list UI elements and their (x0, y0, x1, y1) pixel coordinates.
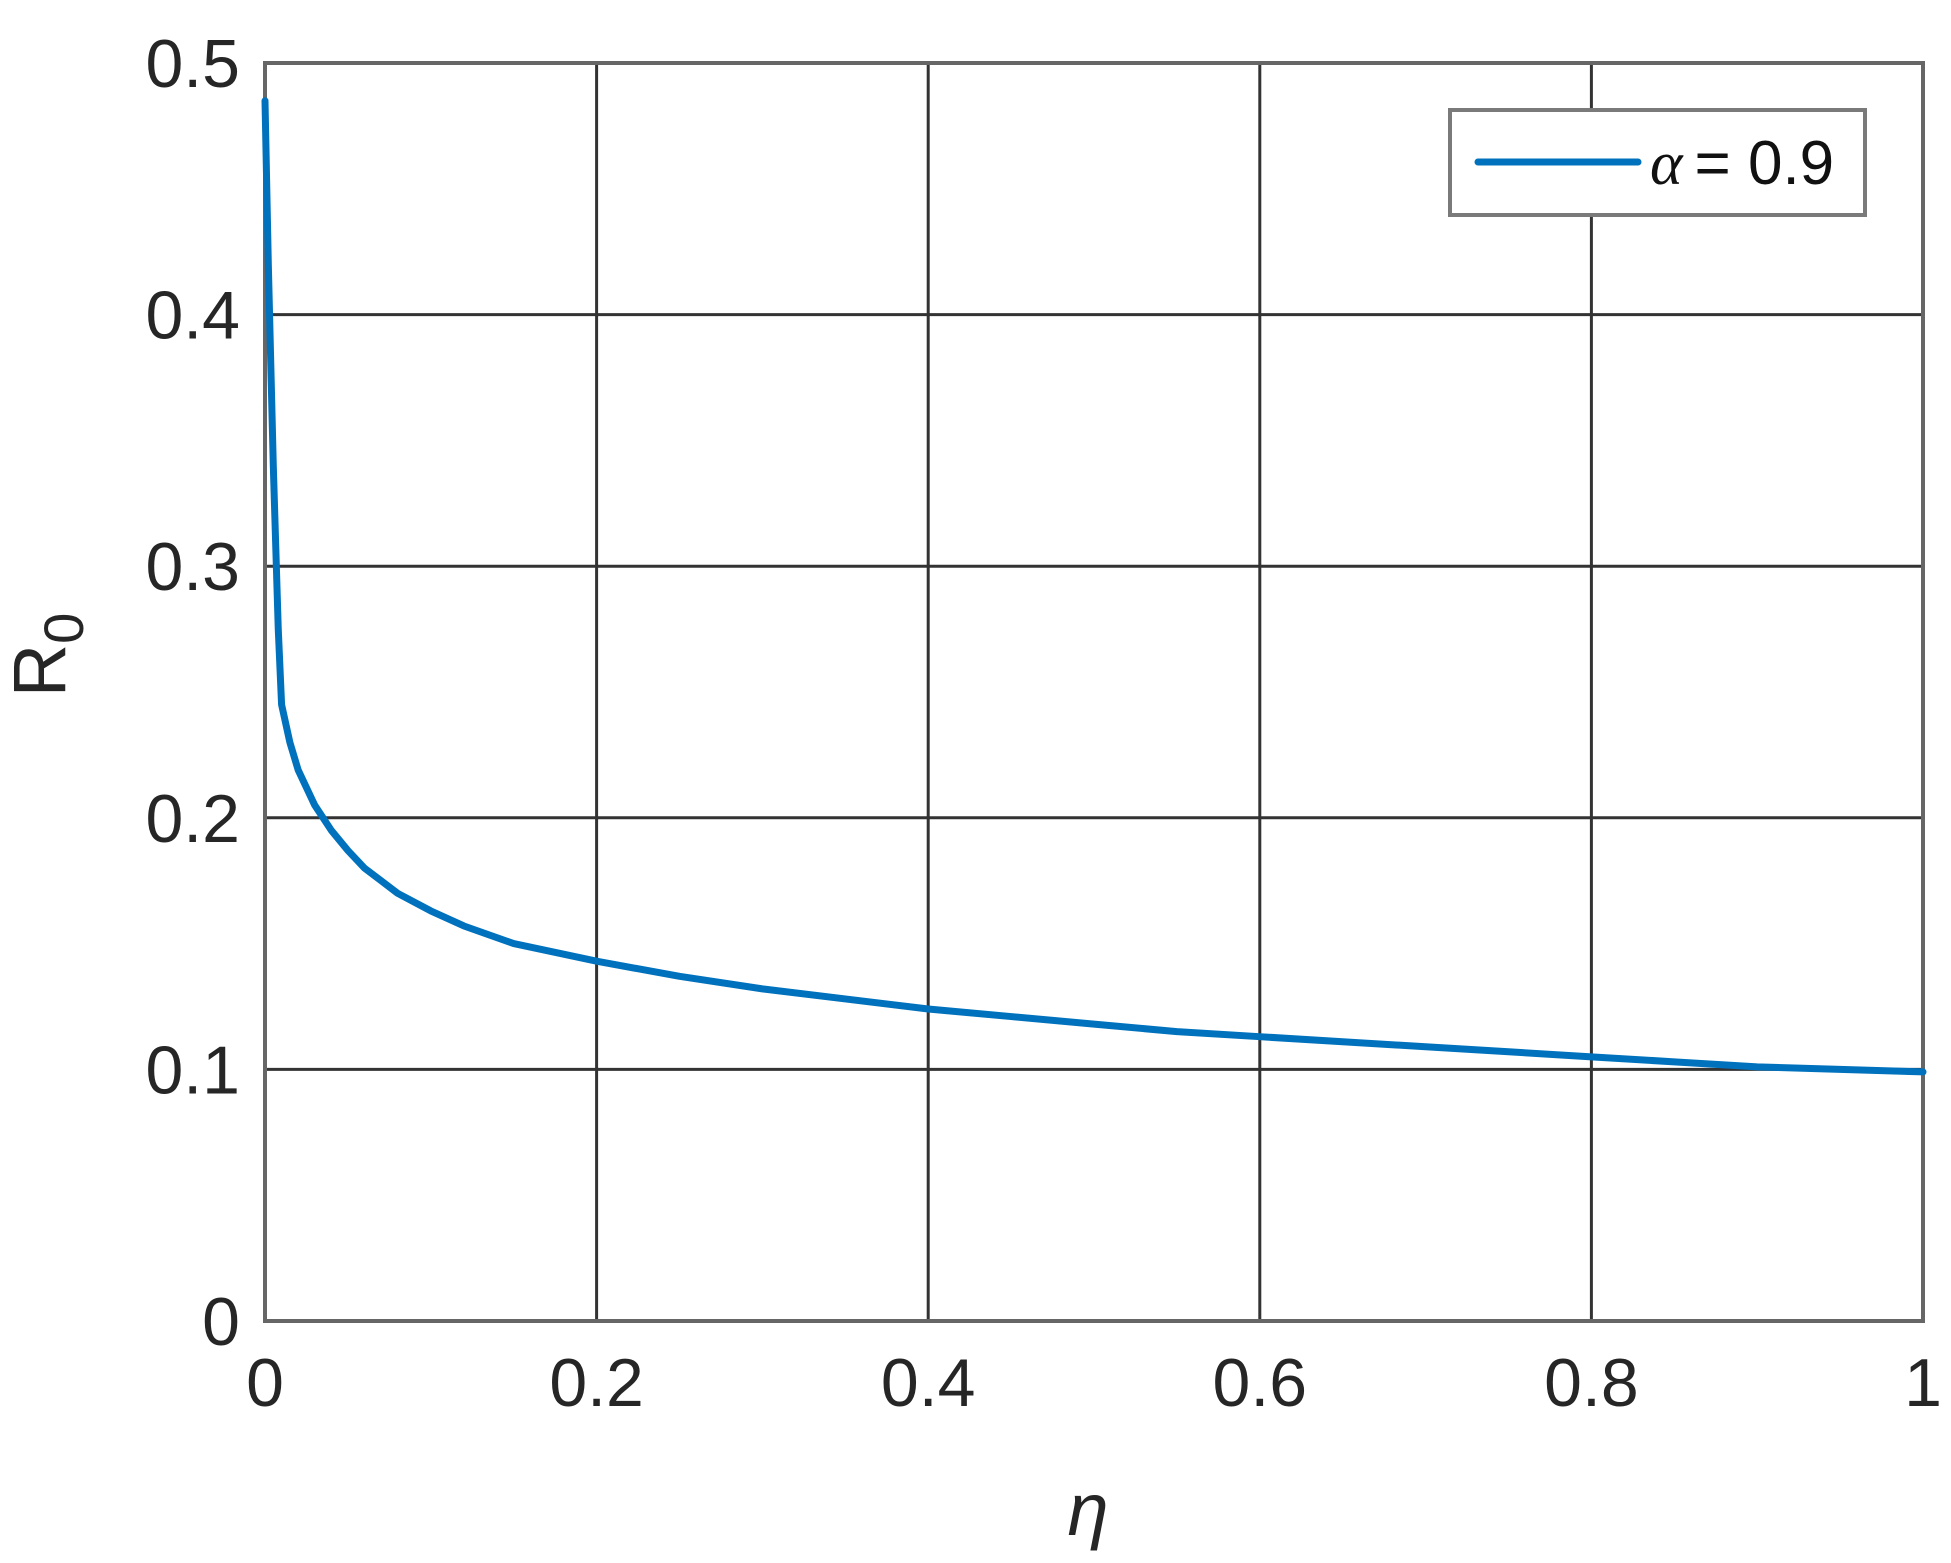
y-tick-label: 0.3 (145, 529, 240, 605)
y-axis-label-subscript: 0 (32, 613, 95, 644)
y-tick-label: 0.5 (145, 26, 240, 102)
series-line (261, 97, 1927, 1076)
legend-alpha-symbol: α (1650, 130, 1684, 198)
y-axis-label-main: R (0, 644, 81, 697)
series-layer (261, 97, 1927, 1076)
axes (263, 61, 1925, 1323)
plot-frame (263, 61, 1925, 1323)
legend-series-value: = 0.9 (1695, 129, 1835, 198)
x-tick-label: 0.2 (549, 1345, 644, 1421)
x-tick-label: 0.6 (1213, 1345, 1308, 1421)
x-tick-label: 1 (1904, 1345, 1942, 1421)
tick-labels: 0 0.2 0.4 0.6 0.8 1 0 0.1 0.2 0.3 0.4 0.5 (145, 26, 1941, 1421)
legend: α = 0.9 (1448, 108, 1867, 217)
x-tick-label: 0 (246, 1345, 284, 1421)
grid (263, 61, 1925, 1323)
y-tick-label: 0.1 (145, 1032, 240, 1108)
y-axis-label: R0 (0, 613, 95, 698)
y-tick-label: 0.4 (145, 278, 240, 354)
x-tick-label: 0.4 (881, 1345, 976, 1421)
y-tick-label: 0.2 (145, 781, 240, 857)
y-tick-label: 0 (202, 1284, 240, 1360)
x-tick-label: 0.8 (1544, 1345, 1639, 1421)
legend-series-label: α = 0.9 (1650, 129, 1834, 198)
x-axis-label: η (1067, 1468, 1108, 1551)
